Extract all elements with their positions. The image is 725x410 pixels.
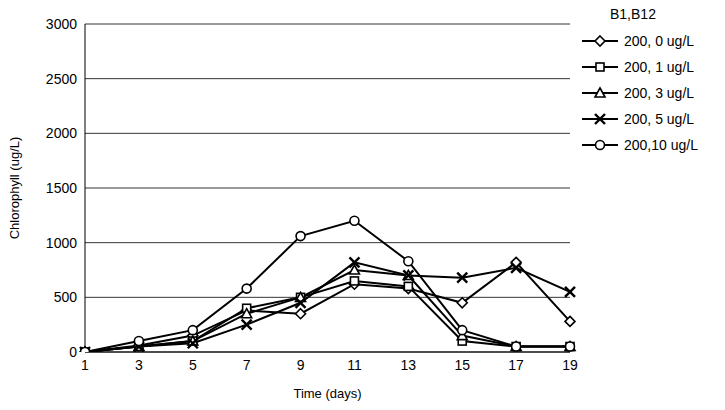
svg-text:2000: 2000 <box>46 125 77 141</box>
html-text:200, 1 ug/L: 200, 1 ug/L <box>624 59 695 75</box>
svg-text:17: 17 <box>508 357 524 373</box>
svg-text:3000: 3000 <box>46 16 77 32</box>
svg-text:1500: 1500 <box>46 180 77 196</box>
svg-text:7: 7 <box>243 357 251 373</box>
svg-text:2500: 2500 <box>46 71 77 87</box>
svg-text:0: 0 <box>69 344 77 360</box>
html-text:200, 5 ug/L: 200, 5 ug/L <box>624 111 695 127</box>
svg-text:19: 19 <box>562 357 578 373</box>
svg-text:5: 5 <box>189 357 197 373</box>
html-text:200, 3 ug/L: 200, 3 ug/L <box>624 85 695 101</box>
svg-text:500: 500 <box>54 289 78 305</box>
html-text:200, 0 ug/L: 200, 0 ug/L <box>624 33 695 49</box>
svg-text:13: 13 <box>401 357 417 373</box>
svg-text:1000: 1000 <box>46 235 77 251</box>
html-text:200,10 ug/L: 200,10 ug/L <box>624 137 698 153</box>
svg-text:Chlorophyll (ug/L): Chlorophyll (ug/L) <box>7 137 22 240</box>
svg-text:15: 15 <box>454 357 470 373</box>
svg-text:1: 1 <box>81 357 89 373</box>
svg-text:11: 11 <box>347 357 362 373</box>
html-text:B1,B12: B1,B12 <box>610 6 656 22</box>
svg-text:Time (days): Time (days) <box>293 386 361 401</box>
svg-text:9: 9 <box>297 357 305 373</box>
svg-text:3: 3 <box>135 357 143 373</box>
